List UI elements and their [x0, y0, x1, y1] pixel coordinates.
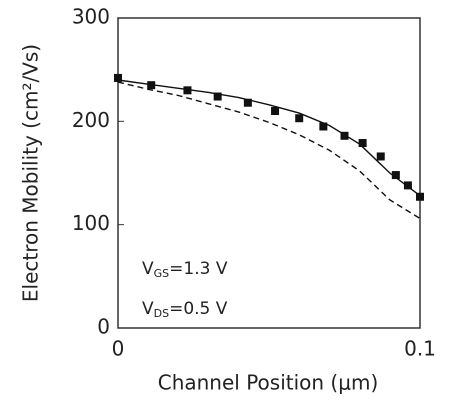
plot-frame	[117, 17, 421, 329]
data-point	[376, 152, 385, 161]
data-point	[340, 131, 349, 140]
annotation-main: V	[142, 259, 154, 279]
x-axis-title: Channel Position (μm)	[158, 371, 379, 395]
annotation-main: V	[142, 299, 154, 319]
x-tick-label: 0	[112, 337, 125, 361]
line-dashed	[117, 81, 421, 220]
y-tick-label: 100	[72, 211, 110, 235]
annotation: VGS=1.3 V	[142, 259, 228, 280]
annotation-sub: DS	[154, 307, 169, 320]
data-point	[295, 114, 304, 123]
annotation-rest: =1.3 V	[169, 259, 228, 279]
y-tick-label: 300	[72, 5, 110, 29]
data-point	[416, 192, 424, 201]
data-point	[271, 107, 280, 115]
data-point	[391, 171, 400, 180]
data-point	[183, 86, 192, 95]
annotation-rest: =0.5 V	[169, 299, 228, 319]
y-tick-label: 0	[97, 315, 110, 339]
data-point	[358, 139, 367, 148]
line-solid	[117, 79, 421, 197]
y-tick-label: 200	[72, 108, 110, 132]
y-axis-title: Electron Mobility (cm²/Vs)	[19, 44, 43, 302]
data-point	[243, 98, 252, 107]
annotation: VDS=0.5 V	[142, 299, 228, 320]
x-tick-label: 0.1	[404, 337, 436, 361]
data-point	[213, 92, 222, 101]
data-point	[403, 181, 412, 190]
data-point	[114, 73, 122, 82]
data-point	[319, 122, 328, 131]
annotation-sub: GS	[154, 267, 170, 280]
